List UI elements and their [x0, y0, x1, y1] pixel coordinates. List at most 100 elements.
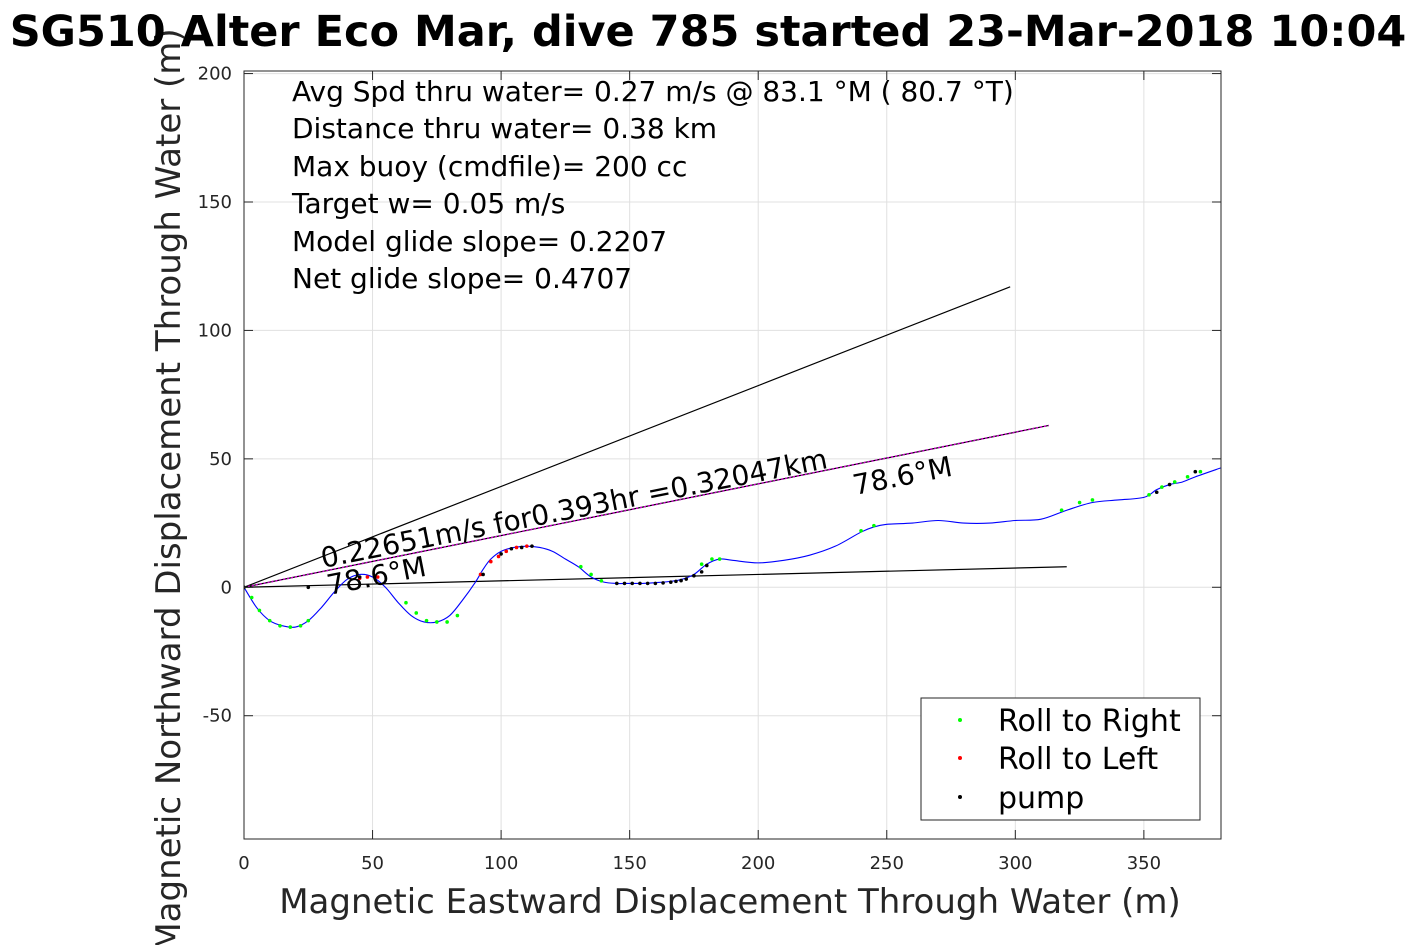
roll-right-point — [278, 624, 282, 628]
x-tick-label: 300 — [998, 853, 1032, 874]
roll-right-point — [1185, 475, 1190, 479]
roll-left-point — [365, 575, 370, 579]
roll-right-point — [589, 572, 593, 577]
legend-marker-roll-right — [958, 718, 962, 722]
roll-right-point — [1090, 498, 1095, 502]
roll-right-point — [455, 613, 460, 618]
pump-point — [699, 570, 704, 574]
roll-right-point — [710, 557, 714, 561]
roll-right-point — [1160, 485, 1164, 489]
net-displacement-line — [244, 424, 1049, 589]
roll-right-point — [306, 618, 311, 623]
y-tick-label: 0 — [221, 577, 232, 598]
roll-right-point — [298, 624, 303, 628]
roll-right-point — [1198, 469, 1203, 474]
y-tick-label: 100 — [198, 320, 232, 341]
pump-point — [679, 578, 683, 583]
pump-point — [692, 573, 696, 578]
y-tick-label: 200 — [198, 64, 232, 85]
x-tick-label: 0 — [238, 853, 249, 874]
pump-point — [530, 544, 534, 548]
pump-point — [622, 581, 627, 586]
roll-left-point — [478, 572, 483, 577]
roll-right-point — [717, 557, 722, 561]
legend-box — [920, 697, 1201, 821]
roll-right-point — [249, 595, 254, 600]
x-tick-label: 100 — [484, 853, 518, 874]
pump-point — [661, 581, 665, 585]
pump-point — [684, 577, 689, 581]
legend: Roll to Right Roll to Left pump — [920, 697, 1201, 821]
legend-label-pump: pump — [998, 781, 1084, 816]
pump-point — [674, 579, 678, 584]
y-tick-label: 150 — [198, 192, 232, 213]
pump-point — [357, 575, 362, 579]
roll-right-point — [859, 528, 863, 533]
y-tick-labels: -50 0 50 100 150 200 — [198, 64, 232, 727]
roll-right-point — [579, 564, 583, 569]
legend-label-roll-right: Roll to Right — [998, 704, 1181, 739]
roll-left-point — [504, 549, 509, 554]
annotation-line-max-buoy: Max buoy (cmdfile)= 200 cc — [292, 150, 687, 183]
x-tick-label: 200 — [741, 853, 775, 874]
pump-point — [645, 581, 650, 586]
roll-right-point — [1077, 500, 1082, 505]
pump-point — [630, 581, 635, 586]
annotation-line-target-w: Target w= 0.05 m/s — [291, 187, 565, 220]
roll-right-point — [599, 579, 604, 583]
roll-right-point — [257, 608, 262, 613]
legend-label-roll-left: Roll to Left — [998, 742, 1158, 777]
pump-point — [1193, 469, 1198, 474]
grid-lines — [243, 71, 1221, 839]
roll-left-point — [489, 559, 493, 564]
annotation-line-avg-speed: Avg Spd thru water= 0.27 m/s @ 83.1 °M (… — [292, 75, 1014, 108]
stats-annotation: Avg Spd thru water= 0.27 m/s @ 83.1 °M (… — [291, 75, 1014, 295]
axes — [243, 70, 1222, 840]
pump-point — [509, 546, 514, 551]
pump-point — [1167, 482, 1172, 487]
pump-point — [668, 580, 673, 584]
reference-line — [244, 286, 1011, 588]
roll-right-point — [404, 600, 408, 605]
pump-point — [704, 563, 709, 568]
pump-point — [653, 581, 658, 586]
annotation-line-net-glide: Net glide slope= 0.4707 — [292, 262, 632, 295]
x-axis-label: Magnetic Eastward Displacement Through W… — [279, 882, 1181, 922]
pump-point — [519, 545, 524, 550]
roll-right-point — [267, 618, 272, 623]
pump-point — [481, 572, 485, 577]
roll-right-point — [1059, 508, 1064, 513]
roll-left-point — [375, 575, 380, 579]
roll-left-point — [514, 545, 519, 550]
annotation-line-model-glide: Model glide slope= 0.2207 — [292, 225, 667, 258]
y-tick-label: -50 — [203, 706, 232, 727]
roll-right-point — [872, 523, 876, 528]
y-axis-label: Magnetic Northward Displacement Through … — [149, 28, 189, 945]
legend-marker-roll-left — [958, 756, 962, 760]
roll-right-point — [445, 620, 449, 624]
x-tick-label: 250 — [870, 853, 904, 874]
x-tick-label: 350 — [1127, 853, 1161, 874]
pump-point — [1154, 490, 1159, 495]
roll-right-point — [288, 625, 293, 629]
chart-title: SG510 Alter Eco Mar, dive 785 started 23… — [10, 7, 1407, 57]
roll-left-point — [525, 544, 529, 548]
axes-box — [243, 70, 1222, 840]
pump-point — [615, 581, 619, 586]
roll-right-point — [435, 620, 439, 624]
roll-right-point — [414, 611, 419, 615]
pump-point — [499, 552, 503, 556]
roll-right-point — [1147, 493, 1151, 497]
annotation-line-distance: Distance thru water= 0.38 km — [292, 112, 717, 145]
x-tick-label: 150 — [612, 853, 646, 874]
x-tick-label: 50 — [361, 853, 384, 874]
pump-point — [638, 581, 642, 586]
roll-right-point — [1172, 480, 1177, 484]
pump-point — [306, 585, 311, 590]
roll-left-point — [496, 554, 501, 559]
y-tick-label: 50 — [209, 449, 232, 470]
roll-right-point — [699, 562, 704, 566]
legend-marker-pump — [958, 795, 962, 799]
x-tick-labels: 0 50 100 150 200 250 300 350 — [238, 853, 1161, 874]
